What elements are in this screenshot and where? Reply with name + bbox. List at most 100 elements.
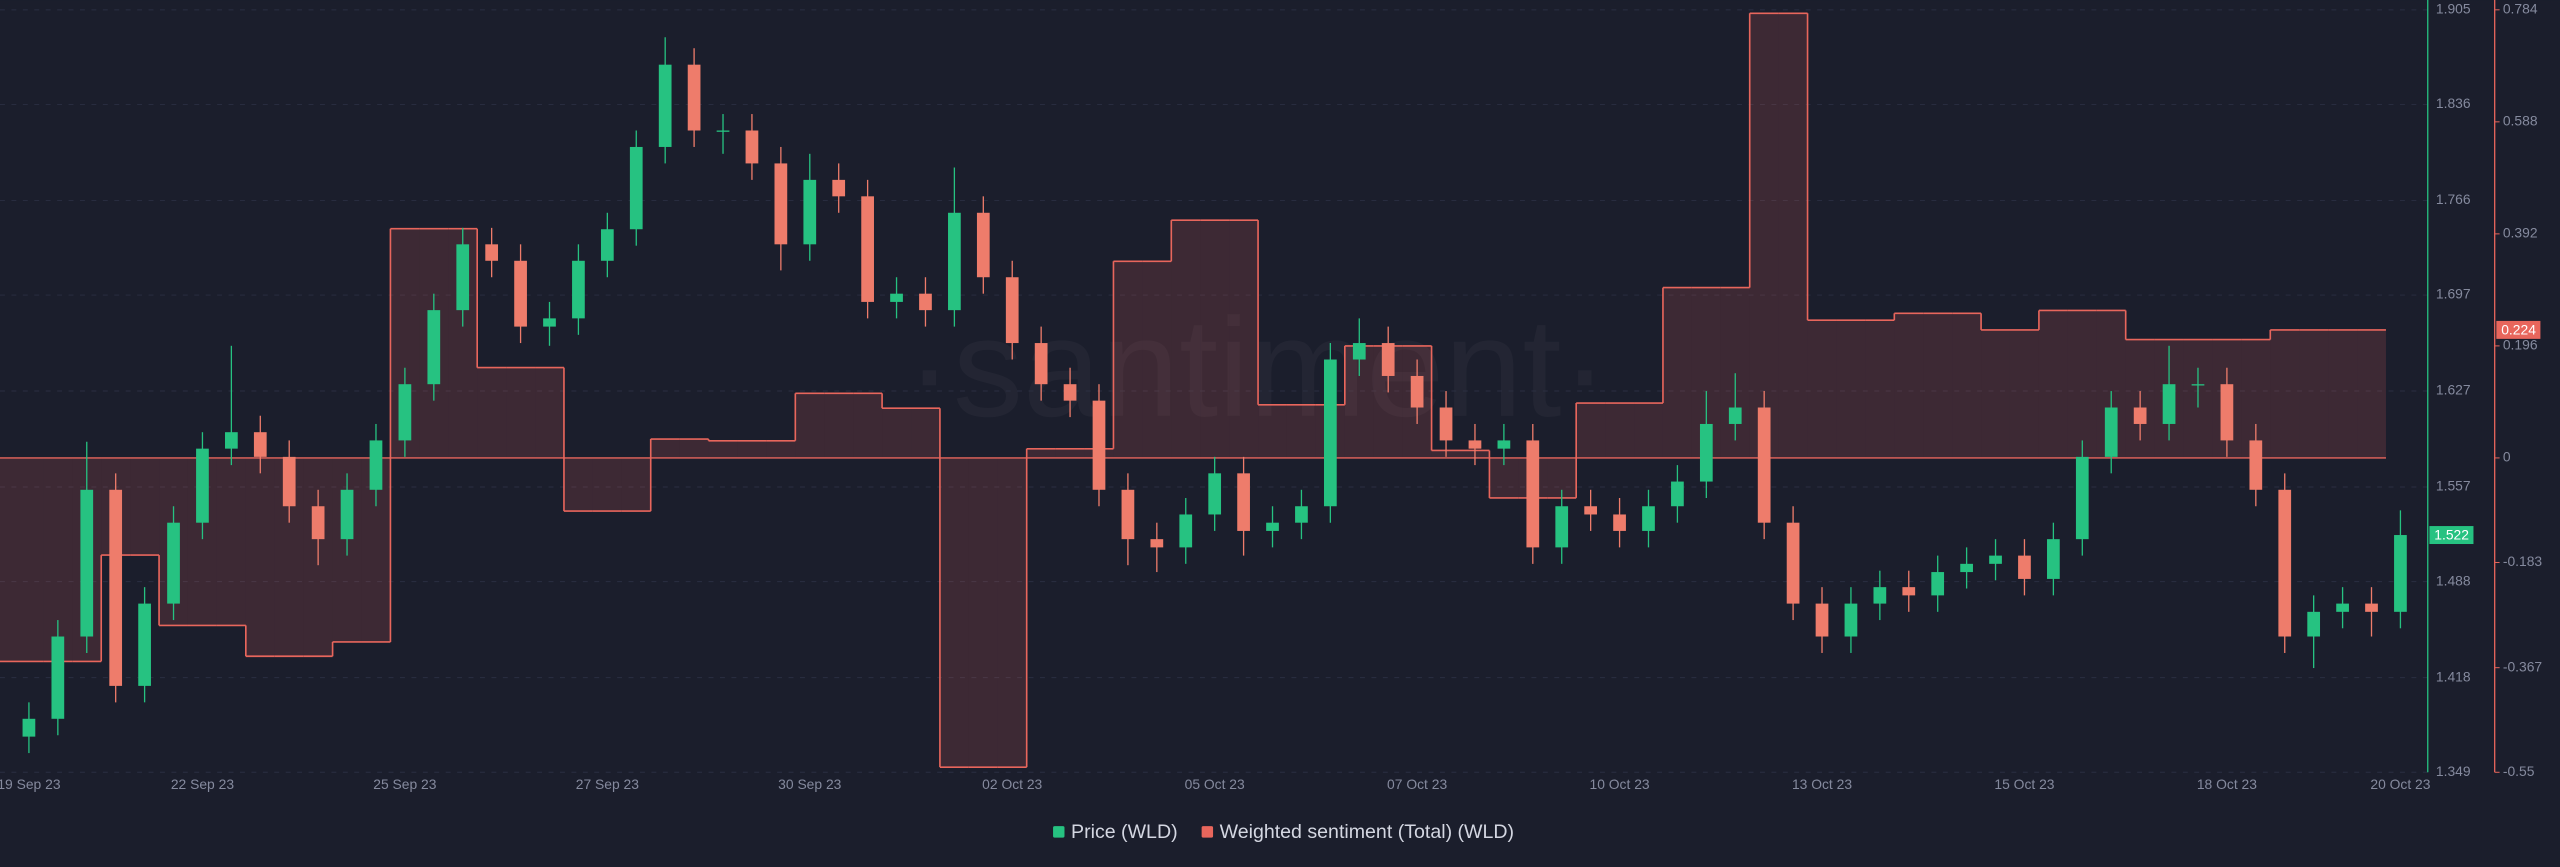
x-tick-label: 13 Oct 23 bbox=[1792, 776, 1852, 792]
sentiment-area bbox=[1894, 313, 1924, 458]
candle-body bbox=[196, 448, 209, 523]
candle-body bbox=[600, 229, 614, 261]
sentiment-area bbox=[1026, 448, 1056, 458]
candle-body bbox=[1381, 343, 1395, 376]
candle-body bbox=[1034, 343, 1048, 385]
candle-body bbox=[543, 318, 556, 327]
legend-label: Price (WLD) bbox=[1071, 821, 1178, 843]
candle-body bbox=[2104, 407, 2118, 457]
candle-body bbox=[2249, 440, 2263, 490]
y-tick-label: 1.905 bbox=[2436, 0, 2471, 16]
sentiment-marker-label: 0.224 bbox=[2501, 321, 2536, 337]
y2-tick-label: 0.784 bbox=[2503, 0, 2538, 16]
legend-swatch bbox=[1053, 826, 1065, 838]
candle-body bbox=[1323, 359, 1337, 507]
x-tick-label: 07 Oct 23 bbox=[1387, 776, 1447, 792]
candle-body bbox=[803, 179, 817, 245]
sentiment-area bbox=[795, 393, 825, 458]
legend-label: Weighted sentiment (Total) (WLD) bbox=[1220, 821, 1515, 843]
sentiment-area bbox=[2067, 310, 2097, 458]
sentiment-area bbox=[1662, 287, 1692, 458]
candle-body bbox=[456, 244, 470, 311]
sentiment-area bbox=[2038, 310, 2068, 458]
candle-body bbox=[2336, 603, 2349, 612]
sentiment-area bbox=[1113, 261, 1143, 458]
sentiment-area bbox=[882, 408, 912, 458]
candle-body bbox=[485, 244, 499, 261]
candle-body bbox=[1468, 440, 1482, 449]
candle-body bbox=[1642, 506, 1655, 531]
candle-body bbox=[398, 384, 412, 441]
candle-body bbox=[1063, 384, 1077, 401]
x-tick-label: 05 Oct 23 bbox=[1185, 776, 1245, 792]
sentiment-area bbox=[216, 457, 246, 626]
x-tick-label: 02 Oct 23 bbox=[982, 776, 1042, 792]
candle-body bbox=[1989, 555, 2002, 564]
sentiment-area bbox=[477, 367, 507, 458]
candle-body bbox=[1121, 489, 1135, 540]
y2-tick-label: -0.183 bbox=[2503, 553, 2543, 569]
sentiment-area bbox=[535, 367, 564, 458]
x-tick-label: 22 Sep 23 bbox=[171, 776, 234, 792]
candle-body bbox=[1150, 539, 1164, 548]
legend-swatch bbox=[1201, 826, 1214, 838]
candle-body bbox=[514, 260, 527, 327]
sentiment-area bbox=[1923, 313, 1953, 458]
candle-body bbox=[1352, 343, 1366, 360]
candle-body bbox=[2191, 384, 2205, 386]
candle-body bbox=[2220, 384, 2234, 441]
candle-body bbox=[2133, 407, 2147, 424]
candle-body bbox=[861, 196, 874, 302]
sentiment-area bbox=[1258, 404, 1287, 458]
candle-body bbox=[1497, 440, 1511, 449]
sentiment-area bbox=[1055, 448, 1085, 458]
candle-body bbox=[1844, 603, 1858, 637]
y-tick-label: 1.766 bbox=[2436, 191, 2471, 207]
candle-body bbox=[138, 603, 151, 686]
candle-body bbox=[2075, 456, 2089, 540]
sentiment-area bbox=[1605, 403, 1635, 458]
candle-body bbox=[1931, 572, 1945, 596]
candle-body bbox=[2365, 603, 2378, 612]
sentiment-area bbox=[1865, 320, 1895, 458]
candle-body bbox=[1092, 400, 1106, 490]
candle-body bbox=[1960, 563, 1973, 573]
sentiment-area bbox=[1778, 13, 1808, 458]
sentiment-area bbox=[130, 457, 160, 556]
sentiment-area bbox=[1142, 261, 1172, 458]
y-tick-label: 1.697 bbox=[2436, 286, 2471, 302]
candle-body bbox=[1555, 506, 1569, 548]
sentiment-area bbox=[650, 439, 680, 458]
sentiment-area bbox=[2328, 329, 2358, 458]
candle-body bbox=[80, 489, 94, 637]
sentiment-area bbox=[853, 393, 883, 458]
price-marker-label: 1.522 bbox=[2434, 527, 2469, 543]
candle-body bbox=[1815, 603, 1829, 637]
sentiment-area bbox=[824, 393, 854, 458]
sentiment-area bbox=[737, 440, 767, 458]
candle-body bbox=[1266, 522, 1279, 531]
y2-tick-label: 0.196 bbox=[2503, 337, 2538, 353]
sentiment-area bbox=[1807, 320, 1837, 458]
sentiment-area bbox=[0, 457, 44, 662]
candle-body bbox=[716, 130, 730, 132]
candle-body bbox=[167, 522, 180, 604]
candle-body bbox=[253, 432, 267, 457]
sentiment-area bbox=[708, 440, 738, 458]
sentiment-area bbox=[592, 457, 622, 512]
candle-body bbox=[832, 179, 846, 197]
sentiment-area bbox=[1229, 220, 1259, 458]
x-tick-label: 20 Oct 23 bbox=[2370, 776, 2430, 792]
candle-body bbox=[745, 130, 759, 164]
candle-body bbox=[51, 636, 65, 719]
candle-body bbox=[225, 432, 238, 449]
y2-tick-label: 0 bbox=[2503, 449, 2511, 465]
sentiment-area bbox=[1749, 13, 1779, 458]
sentiment-area bbox=[1171, 220, 1201, 458]
y2-tick-label: -0.55 bbox=[2503, 763, 2535, 779]
sentiment-area bbox=[997, 457, 1027, 768]
y2-tick-label: -0.367 bbox=[2503, 658, 2543, 674]
sentiment-area bbox=[939, 457, 969, 768]
candle-body bbox=[774, 163, 788, 245]
candle-body bbox=[2047, 539, 2060, 579]
